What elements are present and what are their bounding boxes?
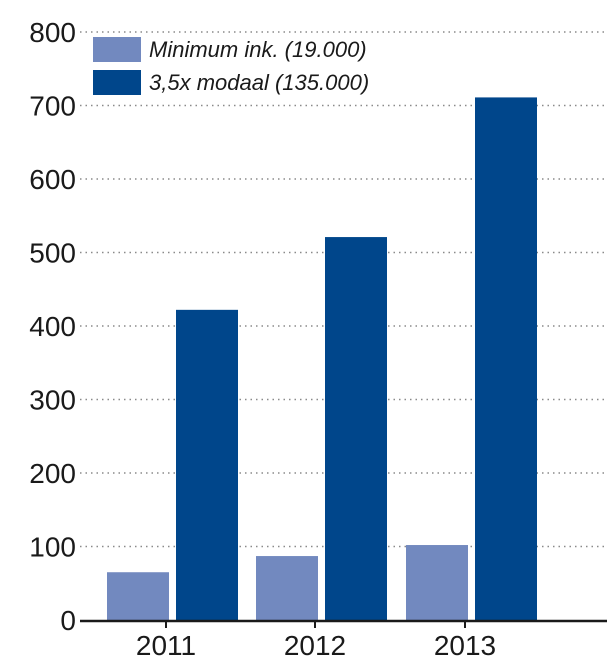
y-tick-label: 300 (29, 385, 76, 416)
y-tick-label: 0 (60, 605, 76, 636)
bars (107, 97, 537, 621)
bar-modaal-2013 (475, 97, 537, 621)
legend-swatch-minimum (93, 37, 141, 62)
x-tick-label: 2013 (434, 630, 496, 661)
x-tick-label: 2012 (284, 630, 346, 661)
bar-minimum-2011 (107, 572, 169, 620)
bar-minimum-2012 (256, 556, 318, 620)
y-tick-label: 800 (29, 17, 76, 48)
y-tick-label: 400 (29, 311, 76, 342)
y-tick-label: 700 (29, 91, 76, 122)
bar-modaal-2012 (325, 237, 387, 620)
y-tick-label: 100 (29, 532, 76, 563)
legend-label-minimum: Minimum ink. (19.000) (149, 37, 367, 62)
axes: 0 100 200 300 400 500 600 700 800 2011 2012 2013 (29, 17, 607, 661)
bar-modaal-2011 (176, 309, 238, 620)
legend-label-modaal: 3,5x modaal (135.000) (149, 70, 369, 95)
y-tick-label: 500 (29, 238, 76, 269)
y-tick-label: 600 (29, 164, 76, 195)
legend-swatch-modaal (93, 70, 141, 95)
y-tick-label: 200 (29, 458, 76, 489)
legend: Minimum ink. (19.000) 3,5x modaal (135.00… (93, 37, 369, 95)
x-tick-label: 2011 (136, 630, 196, 661)
bar-minimum-2013 (406, 545, 468, 620)
